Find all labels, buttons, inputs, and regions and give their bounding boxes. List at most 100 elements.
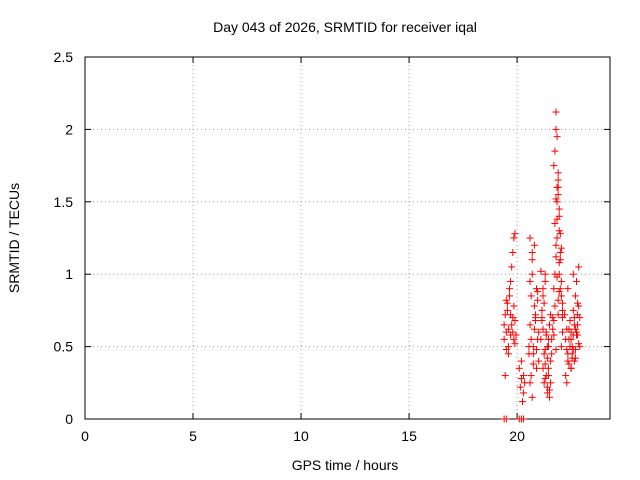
data-point <box>511 317 519 325</box>
data-point <box>517 357 525 365</box>
data-point <box>556 285 564 293</box>
data-point <box>554 176 562 184</box>
plot-area-frame <box>84 56 611 420</box>
data-point <box>502 296 510 304</box>
data-point <box>555 227 563 235</box>
data-point <box>553 234 561 242</box>
data-point <box>528 256 536 264</box>
data-point <box>506 292 514 300</box>
y-tick-label: 2.5 <box>54 49 74 65</box>
data-point <box>571 345 579 353</box>
data-point <box>554 191 562 199</box>
data-point <box>502 328 510 336</box>
data-point <box>527 335 535 343</box>
x-axis: 0 5 10 15 20 <box>81 57 525 444</box>
data-point <box>563 345 571 353</box>
data-point <box>526 277 534 285</box>
data-point <box>557 343 565 351</box>
data-point <box>502 415 510 423</box>
data-point <box>507 277 515 285</box>
data-point <box>549 314 557 322</box>
data-point <box>542 331 550 339</box>
data-point <box>564 285 572 293</box>
data-point <box>538 317 546 325</box>
y-axis-label: SRMTID / TECUs <box>6 183 22 293</box>
data-point <box>574 321 582 329</box>
data-point <box>542 372 550 380</box>
data-point <box>544 364 552 372</box>
data-point <box>541 374 549 382</box>
data-point <box>554 183 562 191</box>
data-point <box>553 273 561 281</box>
y-tick-label: 0.5 <box>54 339 74 355</box>
data-point <box>556 248 564 256</box>
data-point <box>520 415 528 423</box>
data-point <box>526 234 534 242</box>
x-axis-label: GPS time / hours <box>292 457 399 473</box>
data-point <box>554 311 562 319</box>
data-point <box>567 328 575 336</box>
data-point <box>537 267 545 275</box>
data-point <box>552 195 560 203</box>
data-point <box>573 277 581 285</box>
data-point <box>544 343 552 351</box>
data-point <box>540 379 548 387</box>
data-point <box>570 314 578 322</box>
data-point <box>551 220 559 228</box>
data-point <box>541 270 549 278</box>
data-point <box>565 360 573 368</box>
x-tick-label: 0 <box>81 428 89 444</box>
data-point <box>574 331 582 339</box>
data-point <box>503 306 511 314</box>
data-point <box>569 306 577 314</box>
data-point <box>508 321 516 329</box>
data-point <box>526 379 534 387</box>
data-point <box>568 343 576 351</box>
data-point <box>557 277 565 285</box>
data-point <box>528 248 536 256</box>
x-tick-label: 10 <box>293 428 309 444</box>
data-point <box>531 314 539 322</box>
data-point <box>509 328 517 336</box>
data-point <box>527 292 535 300</box>
data-point <box>552 108 560 116</box>
data-point <box>546 321 554 329</box>
data-point <box>533 364 541 372</box>
data-point <box>539 325 547 333</box>
y-tick-label: 1.5 <box>54 194 74 210</box>
data-point <box>530 241 538 249</box>
data-point <box>530 302 538 310</box>
data-point <box>506 285 514 293</box>
data-point <box>558 299 566 307</box>
data-point <box>552 345 560 353</box>
data-point <box>558 328 566 336</box>
x-tick-label: 20 <box>509 428 525 444</box>
data-point <box>535 357 543 365</box>
data-point <box>510 234 518 242</box>
data-point <box>526 321 534 329</box>
chart-title: Day 043 of 2026, SRMTID for receiver iqa… <box>213 19 477 35</box>
data-point <box>541 277 549 285</box>
data-point <box>556 230 564 238</box>
data-point <box>500 335 508 343</box>
data-point <box>575 263 583 271</box>
data-point <box>550 285 558 293</box>
data-point <box>501 372 509 380</box>
data-point <box>546 393 554 401</box>
data-point <box>575 340 583 348</box>
data-point <box>541 360 549 368</box>
data-point <box>548 350 556 358</box>
data-point <box>503 299 511 307</box>
data-point <box>557 244 565 252</box>
data-point <box>553 215 561 223</box>
data-point <box>511 340 519 348</box>
data-point <box>535 328 543 336</box>
data-point <box>529 360 537 368</box>
data-point <box>533 345 541 353</box>
data-point <box>510 335 518 343</box>
data-point <box>554 169 562 177</box>
data-point <box>534 288 542 296</box>
data-point <box>564 350 572 358</box>
y-tick-label: 2 <box>65 121 73 137</box>
